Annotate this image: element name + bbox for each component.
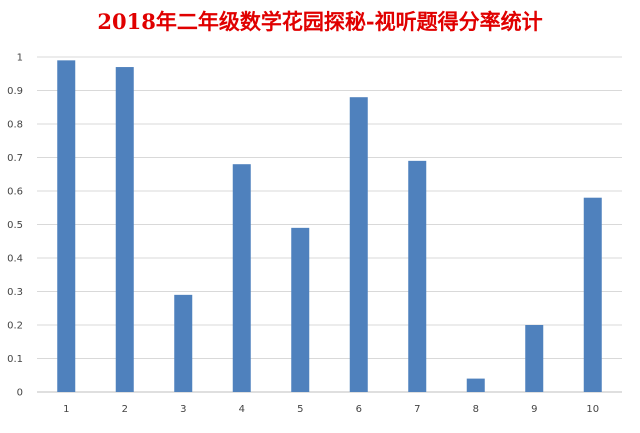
bars: [57, 60, 602, 393]
bar: [466, 378, 485, 392]
bar: [583, 197, 602, 392]
x-tick-label: 8: [473, 404, 479, 415]
chart-title: 2018年二年级数学花园探秘-视听题得分率统计: [97, 9, 543, 34]
x-tick-label: 7: [414, 404, 420, 415]
y-tick-label: 0.9: [7, 86, 23, 97]
y-tick-label: 0: [17, 388, 23, 399]
x-tick-label: 9: [531, 404, 537, 415]
x-axis-ticks: 1 2 3 4 5 6 7 8 9 10: [63, 404, 599, 415]
y-tick-label: 0.5: [7, 220, 23, 231]
x-tick-label: 6: [356, 404, 362, 415]
x-tick-label: 1: [63, 404, 69, 415]
bar: [232, 164, 251, 392]
bar: [174, 294, 193, 392]
y-tick-label: 0.6: [7, 187, 23, 198]
bar: [408, 160, 427, 392]
x-tick-label: 10: [586, 404, 599, 415]
x-tick-label: 4: [239, 404, 245, 415]
x-tick-label: 5: [297, 404, 303, 415]
y-tick-label: 0.8: [7, 120, 23, 131]
bar: [57, 60, 76, 392]
y-tick-label: 0.3: [7, 287, 23, 298]
x-tick-label: 2: [122, 404, 128, 415]
y-tick-label: 0.2: [7, 321, 23, 332]
x-tick-label: 3: [180, 404, 186, 415]
y-tick-label: 1: [17, 53, 23, 64]
y-tick-label: 0.1: [7, 354, 23, 365]
bar: [291, 227, 310, 392]
bar: [115, 67, 134, 393]
gridlines: [37, 56, 622, 393]
y-tick-label: 0.4: [7, 254, 23, 265]
bar: [349, 97, 368, 392]
y-tick-label: 0.7: [7, 153, 23, 164]
y-axis-ticks: 0 0.1 0.2 0.3 0.4 0.5 0.6 0.7 0.8 0.9 1: [7, 53, 23, 399]
bar: [525, 325, 544, 392]
